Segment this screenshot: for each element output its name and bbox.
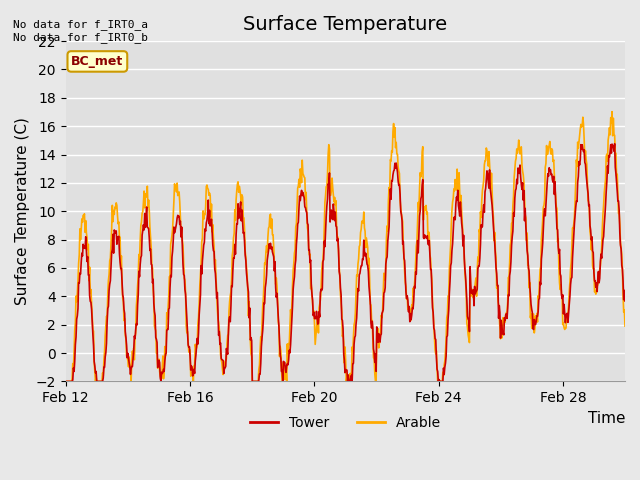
Tower [266,241,273,247]
Arable [266,224,273,229]
Tower [82,234,90,240]
X-axis label: Time: Time [588,411,625,426]
Arable [621,323,629,329]
Title: Surface Temperature: Surface Temperature [243,15,447,34]
Text: BC_met: BC_met [71,55,124,68]
Y-axis label: Surface Temperature (C): Surface Temperature (C) [15,117,30,305]
Tower [611,141,618,146]
Arable [513,150,521,156]
Arable [379,308,387,314]
Arable [62,379,70,384]
Arable [295,176,303,182]
Line: Tower: Tower [66,144,625,382]
Legend: Tower, Arable: Tower, Arable [244,410,446,436]
Arable [82,218,90,224]
Tower [295,205,303,211]
Tower [193,336,201,341]
Arable [193,341,201,347]
Tower [379,309,387,315]
Tower [62,379,70,384]
Tower [513,181,521,187]
Text: No data for f_IRT0_a
No data for f_IRT0_b: No data for f_IRT0_a No data for f_IRT0_… [13,19,148,43]
Tower [621,298,629,304]
Arable [608,109,616,115]
Line: Arable: Arable [66,112,625,382]
